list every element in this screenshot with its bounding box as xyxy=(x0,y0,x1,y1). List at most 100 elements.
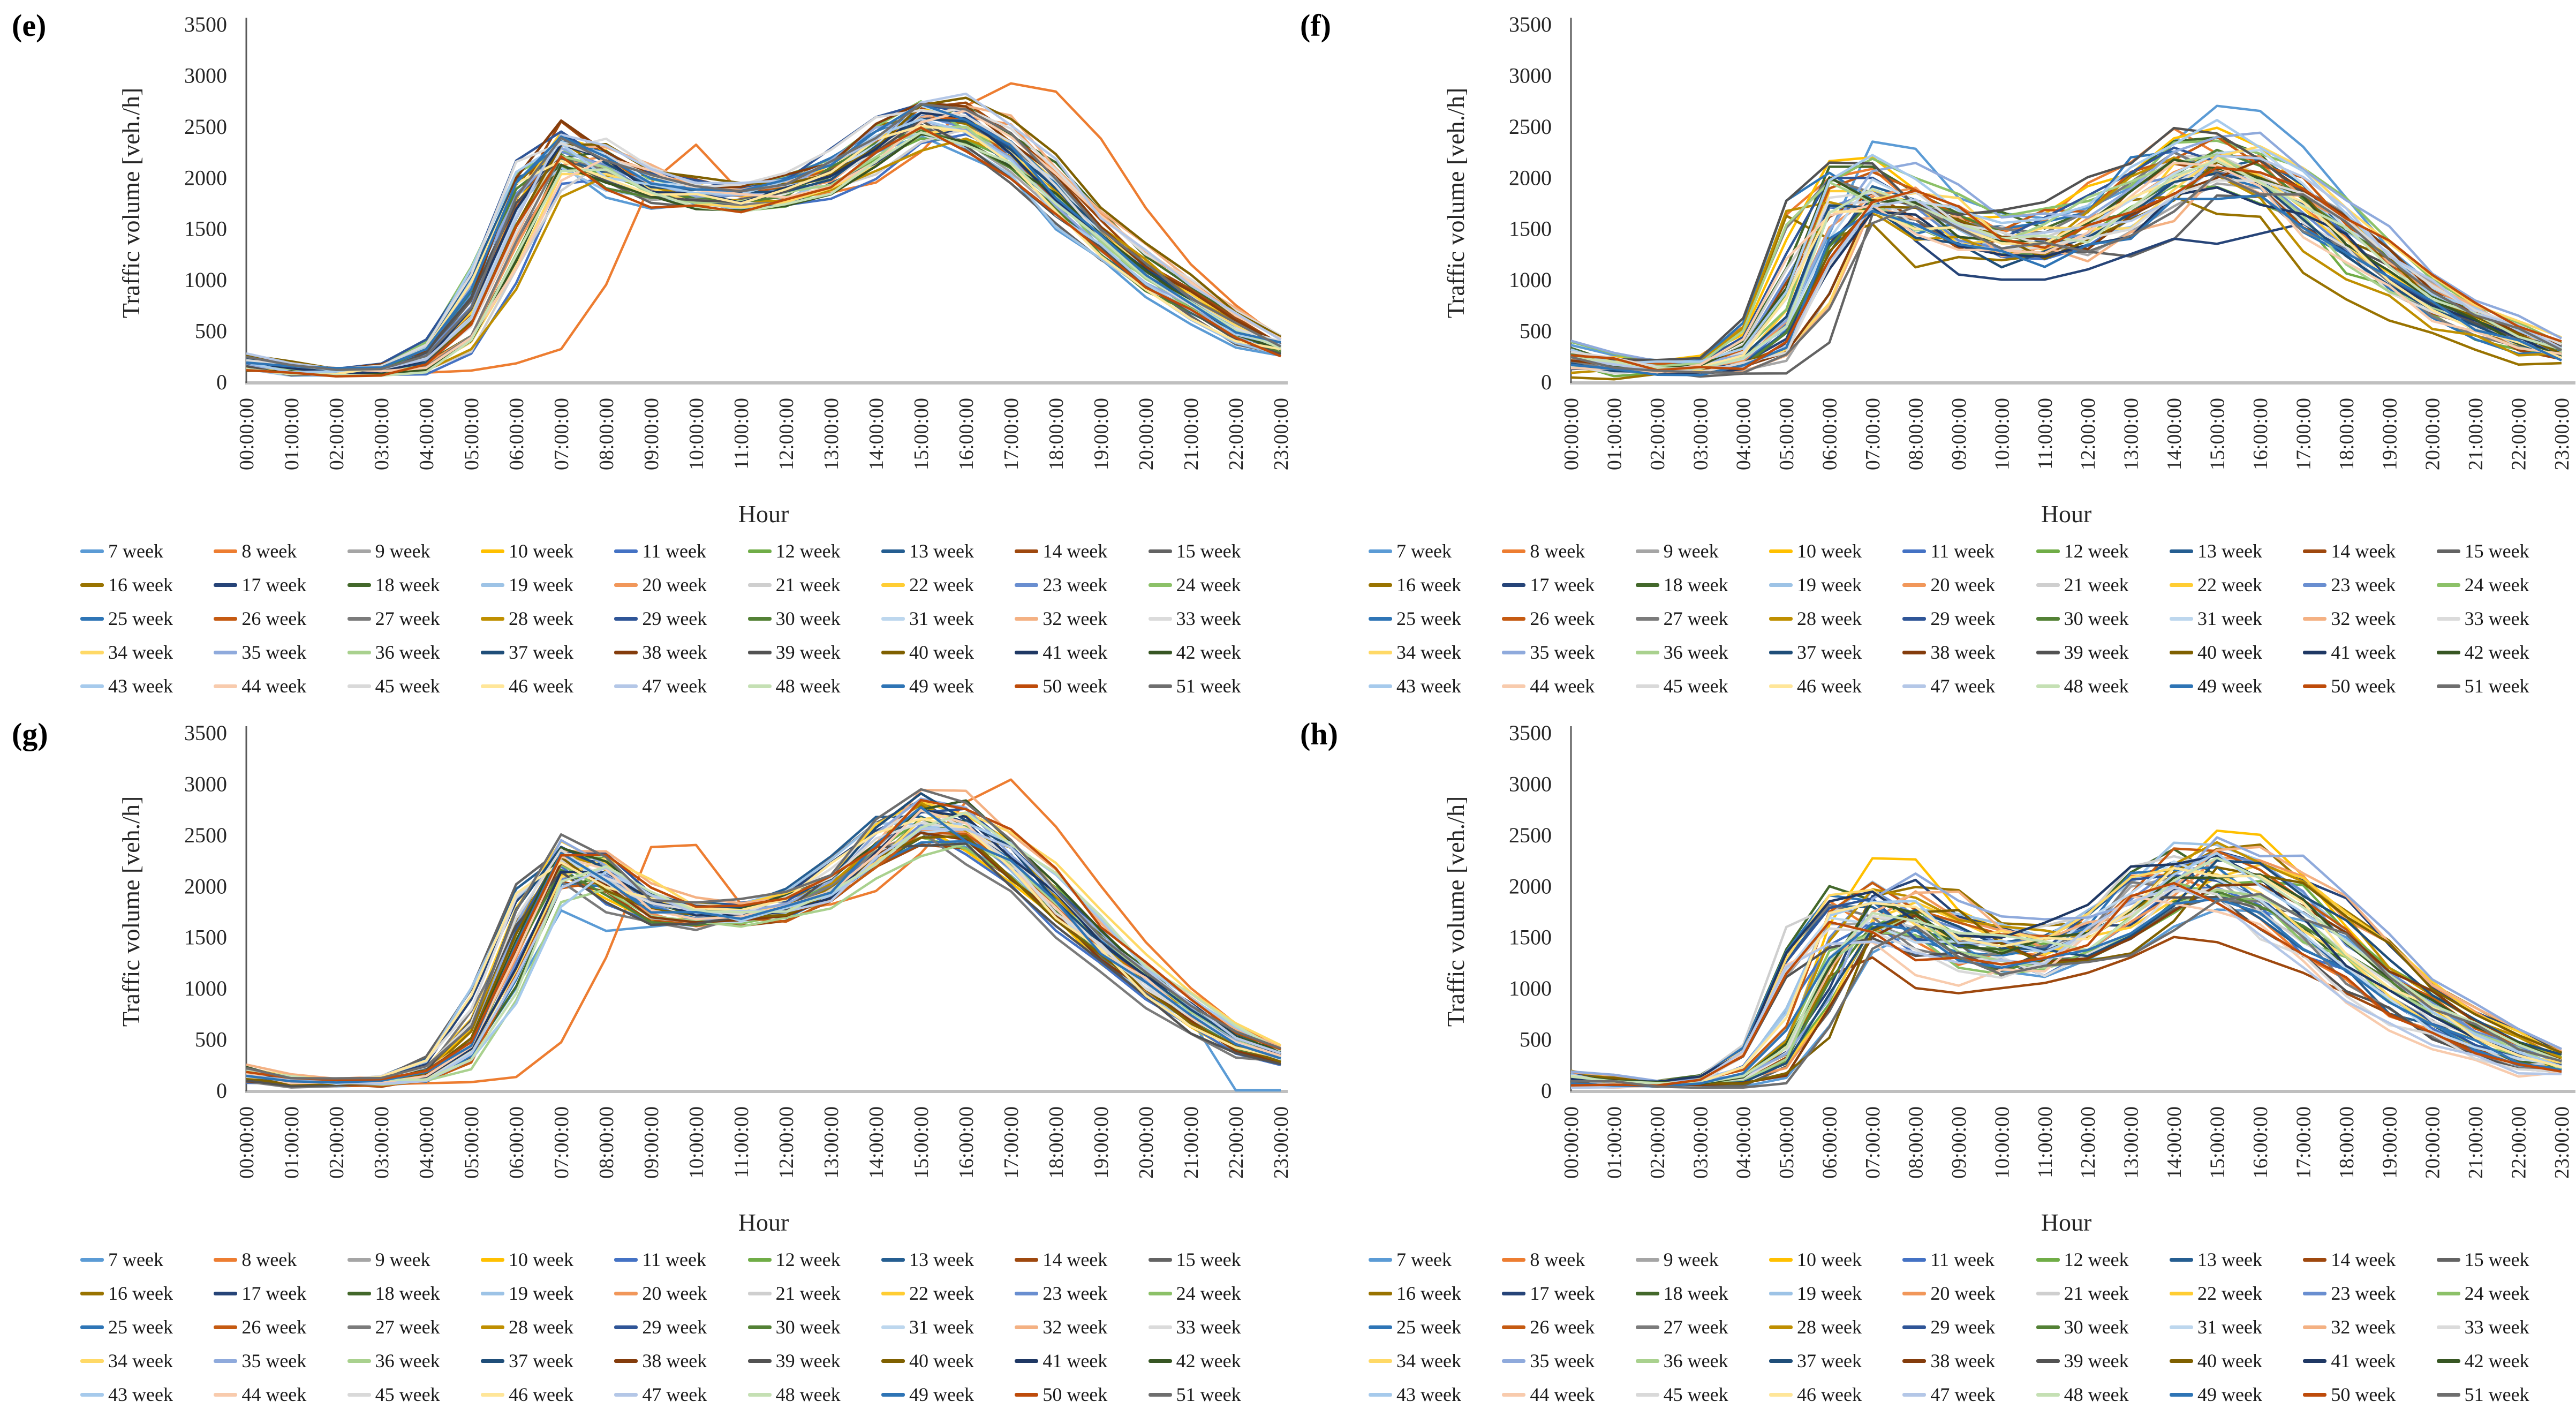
x-tick-label: 12:00:00 xyxy=(775,1106,798,1179)
series-line xyxy=(1570,856,2562,1084)
x-tick-label: 17:00:00 xyxy=(1000,398,1023,470)
legend-label: 27 week xyxy=(375,1316,440,1338)
x-tick-label: 13:00:00 xyxy=(2120,398,2143,470)
legend-line-swatch xyxy=(2436,1359,2460,1363)
legend-label: 18 week xyxy=(1663,574,1728,596)
y-axis-title: Traffic volume [veh./h] xyxy=(117,796,145,1027)
panel-label: (g) xyxy=(12,717,48,751)
legend-item: 37 week xyxy=(480,1350,612,1372)
legend-line-swatch xyxy=(214,1359,238,1363)
x-tick-label: 16:00:00 xyxy=(2249,398,2272,470)
legend-label: 19 week xyxy=(1796,574,1862,596)
x-tick-label: 06:00:00 xyxy=(1819,398,1841,470)
y-tick-label: 0 xyxy=(1541,1079,1552,1103)
x-tick-label: 20:00:00 xyxy=(2422,1106,2444,1179)
legend-line-swatch xyxy=(2436,1257,2460,1262)
legend-label: 28 week xyxy=(1796,608,1862,629)
legend-label: 46 week xyxy=(1796,675,1862,697)
x-tick-label: 10:00:00 xyxy=(1991,398,2013,470)
legend-item: 38 week xyxy=(1902,1350,2034,1372)
x-tick-label: 07:00:00 xyxy=(550,398,573,470)
x-tick-label: 18:00:00 xyxy=(1045,1106,1068,1179)
legend-label: 31 week xyxy=(2197,608,2262,629)
legend-line-swatch xyxy=(1148,616,1172,621)
legend-label: 29 week xyxy=(642,1316,707,1338)
legend-label: 14 week xyxy=(2331,1249,2396,1270)
legend-label: 41 week xyxy=(2331,1350,2396,1371)
legend-line-swatch xyxy=(1502,1325,1526,1329)
legend-item: 21 week xyxy=(747,1282,879,1305)
series-line xyxy=(1570,898,2562,1088)
legend-label: 10 week xyxy=(1796,1249,1862,1270)
series-line xyxy=(246,800,1281,1082)
x-tick-label: 21:00:00 xyxy=(2465,1106,2487,1179)
legend-line-swatch xyxy=(480,1392,504,1397)
legend-item: 20 week xyxy=(1902,574,2034,596)
x-tick-label: 04:00:00 xyxy=(1733,1106,1755,1179)
legend-line-swatch xyxy=(2169,549,2193,553)
legend-line-swatch xyxy=(2036,1257,2060,1262)
legend-label: 47 week xyxy=(1930,675,1996,697)
legend-item: 51 week xyxy=(2436,675,2568,697)
x-tick-label: 09:00:00 xyxy=(640,398,663,470)
legend-item: 18 week xyxy=(347,1282,479,1305)
legend-item: 22 week xyxy=(881,1282,1013,1305)
series-line xyxy=(246,816,1281,1086)
legend-item: 36 week xyxy=(1635,1350,1767,1372)
legend-label: 21 week xyxy=(775,574,841,596)
y-axis-title: Traffic volume [veh./h] xyxy=(117,88,145,319)
legend-label: 16 week xyxy=(108,574,173,596)
legend-item: 16 week xyxy=(80,574,211,596)
legend-label: 46 week xyxy=(508,1384,573,1405)
x-tick-label: 22:00:00 xyxy=(1225,398,1248,470)
legend-item: 23 week xyxy=(2303,1282,2434,1305)
x-tick-label: 02:00:00 xyxy=(326,1106,348,1179)
x-tick-label: 13:00:00 xyxy=(820,1106,843,1179)
legend-line-swatch xyxy=(214,1291,238,1295)
x-tick-label: 18:00:00 xyxy=(2336,1106,2358,1179)
legend-line-swatch xyxy=(747,1392,772,1397)
legend-item: 18 week xyxy=(1635,1282,1767,1305)
legend-item: 21 week xyxy=(747,574,879,596)
legend-label: 37 week xyxy=(1796,1350,1862,1371)
legend-line-swatch xyxy=(1015,583,1039,587)
x-tick-label: 14:00:00 xyxy=(2163,398,2186,470)
legend-line-swatch xyxy=(2303,1291,2327,1295)
legend-item: 29 week xyxy=(614,1316,745,1338)
legend-item: 47 week xyxy=(614,675,745,697)
legend-line-swatch xyxy=(1502,1392,1526,1397)
legend-line-swatch xyxy=(1769,1392,1793,1397)
legend-item: 38 week xyxy=(1902,641,2034,664)
legend-item: 47 week xyxy=(1902,1383,2034,1406)
legend-label: 41 week xyxy=(2331,642,2396,663)
x-tick-label: 01:00:00 xyxy=(281,398,303,470)
legend-line-swatch xyxy=(1902,549,1927,553)
y-tick-label: 1500 xyxy=(1509,925,1552,949)
legend-label: 45 week xyxy=(1663,1384,1728,1405)
x-tick-label: 20:00:00 xyxy=(1135,398,1158,470)
legend-line-swatch xyxy=(881,549,905,553)
series-line xyxy=(1570,859,2562,1086)
legend-label: 28 week xyxy=(508,1316,573,1338)
legend-label: 10 week xyxy=(508,1249,573,1270)
legend-line-swatch xyxy=(747,1257,772,1262)
legend-item: 23 week xyxy=(1015,1282,1146,1305)
x-tick-label: 14:00:00 xyxy=(865,398,888,470)
y-tick-label: 3000 xyxy=(1509,63,1552,87)
legend-label: 36 week xyxy=(375,642,440,663)
panel-label: (h) xyxy=(1300,717,1338,751)
legend-line-swatch xyxy=(1369,549,1392,553)
legend-item: 45 week xyxy=(347,675,479,697)
legend-line-swatch xyxy=(614,1325,638,1329)
x-tick-label: 00:00:00 xyxy=(236,398,258,470)
legend-item: 27 week xyxy=(347,1316,479,1338)
legend-label: 33 week xyxy=(1176,608,1241,629)
legend-label: 50 week xyxy=(2331,1384,2396,1405)
legend-label: 26 week xyxy=(241,1316,307,1338)
legend-line-swatch xyxy=(1902,616,1927,621)
legend-line-swatch xyxy=(1369,684,1392,688)
legend-label: 51 week xyxy=(2464,1384,2529,1405)
legend-line-swatch xyxy=(881,684,905,688)
legend-item: 44 week xyxy=(1502,1383,1633,1406)
series-line xyxy=(246,778,1282,1086)
